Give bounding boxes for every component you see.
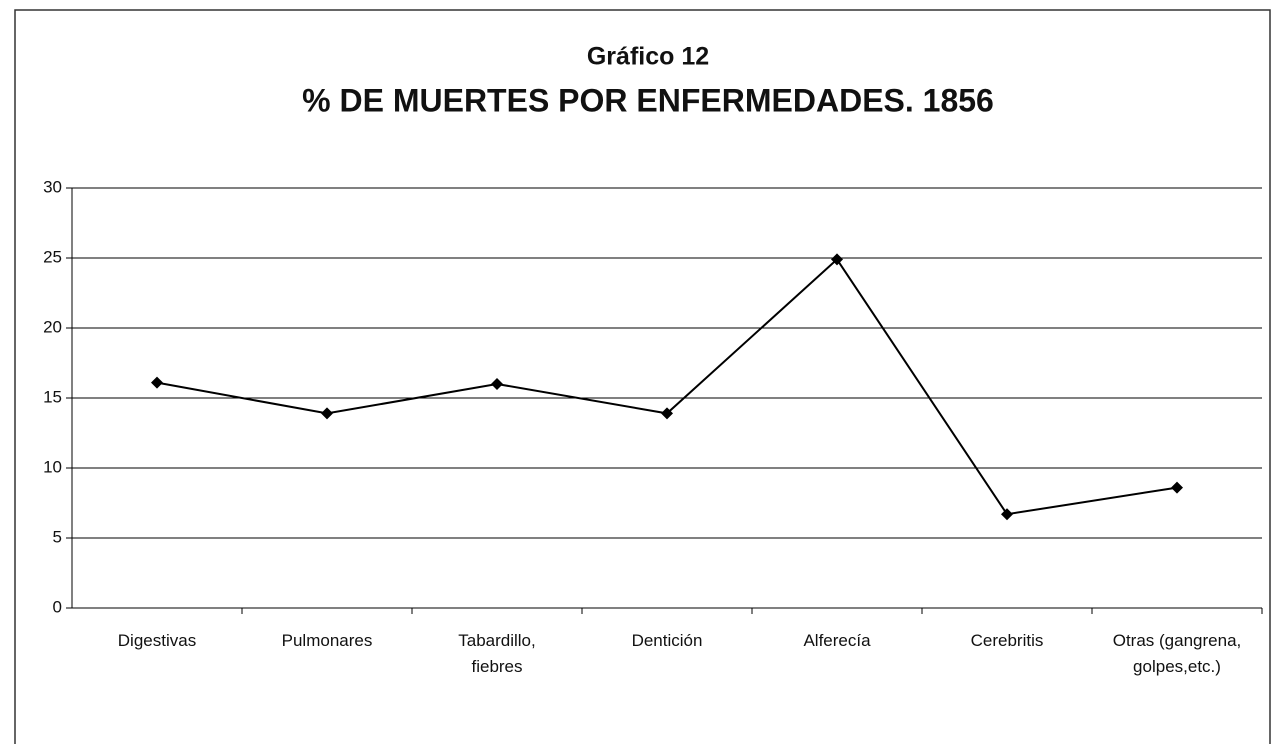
- marker: [831, 253, 843, 266]
- chart-subtitle: % DE MUERTES POR ENFERMEDADES. 1856: [302, 82, 994, 118]
- marker: [321, 407, 333, 420]
- y-tick-label: 5: [53, 527, 62, 546]
- chart-title: Gráfico 12: [587, 43, 709, 71]
- x-tick-label: Tabardillo, fiebres: [458, 631, 536, 676]
- x-tick-label: Alferecía: [803, 631, 871, 650]
- marker: [151, 376, 163, 389]
- y-tick-label: 25: [43, 247, 62, 266]
- x-tick-label: Digestivas: [117, 631, 197, 650]
- marker: [661, 407, 673, 420]
- y-tick-label: 30: [43, 177, 62, 196]
- x-tick-label: Dentición: [631, 631, 703, 650]
- y-tick-label: 15: [43, 387, 62, 406]
- marker: [1171, 481, 1183, 494]
- frame: [14, 9, 1271, 744]
- y-tick-label: 20: [43, 317, 62, 336]
- x-tick-label: Pulmonares: [281, 631, 373, 650]
- marker: [1001, 508, 1013, 521]
- y-tick-label: 10: [43, 457, 62, 476]
- x-tick-label: Otras (gangrena, golpes,etc.): [1112, 631, 1242, 676]
- x-tick-label: Cerebritis: [970, 631, 1044, 650]
- y-tick-label: 0: [53, 597, 62, 616]
- line: [156, 257, 1178, 516]
- marker: [491, 378, 503, 390]
